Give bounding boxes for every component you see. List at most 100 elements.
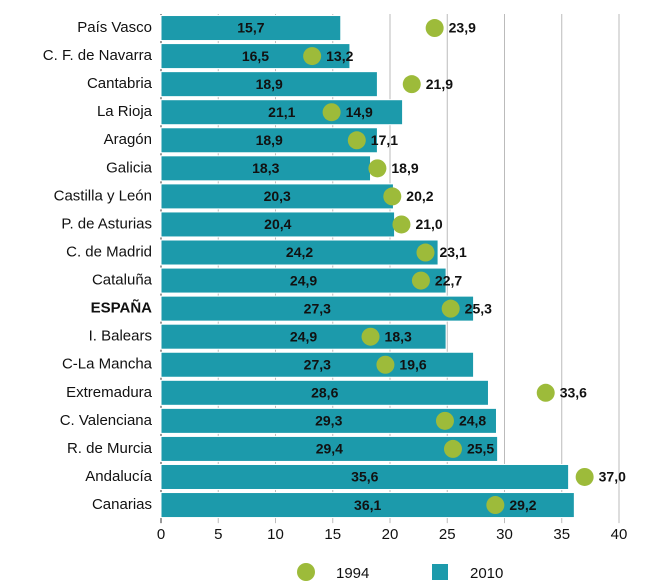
dot bbox=[347, 131, 366, 150]
dot-value-label: 23,1 bbox=[439, 244, 466, 260]
y-tick-label: R. de Murcia bbox=[67, 440, 153, 457]
dot-value-label: 24,8 bbox=[459, 413, 486, 429]
bar-value-label: 18,3 bbox=[252, 160, 279, 176]
dot bbox=[536, 383, 555, 402]
bar bbox=[160, 267, 447, 294]
dot-value-label: 13,2 bbox=[326, 48, 353, 64]
bar-value-label: 24,9 bbox=[290, 272, 317, 288]
dot bbox=[425, 19, 444, 38]
y-tick-label: Andalucía bbox=[85, 468, 152, 485]
dot-value-label: 22,7 bbox=[435, 272, 462, 288]
y-tick-label: P. de Asturias bbox=[61, 215, 152, 232]
x-tick-label: 25 bbox=[439, 526, 456, 543]
y-tick-label: C. Valenciana bbox=[60, 412, 153, 429]
dot bbox=[443, 439, 462, 458]
y-tick-label: ESPAÑA bbox=[91, 299, 153, 317]
y-tick-label: I. Balears bbox=[89, 328, 152, 345]
x-tick-label: 15 bbox=[324, 526, 341, 543]
dot bbox=[303, 47, 322, 66]
dot-value-label: 29,2 bbox=[509, 497, 536, 513]
y-tick-label: C. de Madrid bbox=[66, 243, 152, 260]
bar-value-label: 35,6 bbox=[351, 469, 378, 485]
bar bbox=[160, 295, 475, 322]
legend-label: 2010 bbox=[470, 565, 503, 582]
y-tick-label: Castilla y León bbox=[54, 187, 152, 204]
dot bbox=[416, 243, 435, 262]
bar bbox=[160, 211, 396, 238]
bar-value-label: 36,1 bbox=[354, 497, 381, 513]
legend-marker bbox=[297, 563, 315, 581]
dot bbox=[376, 355, 395, 374]
dot-value-label: 20,2 bbox=[406, 188, 433, 204]
dot-value-label: 23,9 bbox=[449, 20, 476, 36]
x-tick-label: 30 bbox=[496, 526, 513, 543]
bar-value-label: 20,3 bbox=[264, 188, 291, 204]
bar-value-label: 18,9 bbox=[256, 76, 283, 92]
bar bbox=[160, 463, 570, 490]
dot bbox=[435, 411, 454, 430]
y-tick-label: C. F. de Navarra bbox=[43, 47, 153, 64]
bar-value-label: 29,3 bbox=[315, 413, 342, 429]
dot-value-label: 25,5 bbox=[467, 441, 494, 457]
x-tick-label: 40 bbox=[611, 526, 628, 543]
bar bbox=[160, 435, 499, 462]
x-tick-label: 10 bbox=[267, 526, 284, 543]
bar-value-label: 29,4 bbox=[316, 441, 343, 457]
x-tick-label: 0 bbox=[157, 526, 165, 543]
bar-value-label: 16,5 bbox=[242, 48, 269, 64]
dot bbox=[411, 271, 430, 290]
bar bbox=[160, 71, 378, 98]
bar bbox=[160, 15, 342, 42]
dot bbox=[392, 215, 411, 234]
y-tick-label: C-La Mancha bbox=[62, 356, 153, 373]
bar bbox=[160, 239, 439, 266]
y-tick-label: Cantabria bbox=[87, 75, 153, 92]
dot bbox=[361, 327, 380, 346]
bar bbox=[160, 492, 575, 519]
bar-value-label: 21,1 bbox=[268, 104, 295, 120]
bar bbox=[160, 379, 489, 406]
y-tick-label: País Vasco bbox=[77, 19, 152, 36]
y-tick-label: Extremadura bbox=[66, 384, 153, 401]
bar bbox=[160, 351, 475, 378]
dot-value-label: 37,0 bbox=[599, 469, 626, 485]
x-tick-label: 20 bbox=[382, 526, 399, 543]
bar-value-label: 20,4 bbox=[264, 216, 291, 232]
bar-value-label: 24,9 bbox=[290, 328, 317, 344]
y-tick-label: Cataluña bbox=[92, 272, 153, 289]
x-tick-label: 5 bbox=[214, 526, 222, 543]
dot bbox=[322, 103, 341, 122]
dot bbox=[402, 75, 421, 94]
y-tick-label: Galicia bbox=[106, 159, 153, 176]
dot bbox=[575, 467, 594, 486]
dot-value-label: 18,3 bbox=[385, 328, 412, 344]
dot-value-label: 21,0 bbox=[415, 216, 442, 232]
dot-value-label: 18,9 bbox=[391, 160, 418, 176]
dot bbox=[368, 159, 387, 178]
x-tick-label: 35 bbox=[553, 526, 570, 543]
legend-marker bbox=[432, 564, 448, 580]
bar-value-label: 24,2 bbox=[286, 244, 313, 260]
bar-value-label: 15,7 bbox=[237, 20, 264, 36]
legend-label: 1994 bbox=[336, 565, 369, 582]
bar bbox=[160, 127, 378, 154]
bar-value-label: 18,9 bbox=[256, 132, 283, 148]
y-tick-label: Aragón bbox=[104, 131, 152, 148]
y-tick-label: Canarias bbox=[92, 496, 152, 513]
dot-value-label: 17,1 bbox=[371, 132, 398, 148]
bar bbox=[160, 99, 404, 126]
dot bbox=[383, 187, 402, 206]
bar-value-label: 28,6 bbox=[311, 385, 338, 401]
dot-value-label: 19,6 bbox=[399, 356, 426, 372]
dot bbox=[441, 299, 460, 318]
bar bbox=[160, 183, 394, 210]
dot-value-label: 14,9 bbox=[346, 104, 373, 120]
dot-value-label: 25,3 bbox=[465, 300, 492, 316]
dot bbox=[486, 496, 505, 515]
y-tick-label: La Rioja bbox=[97, 103, 153, 120]
dot-value-label: 33,6 bbox=[560, 385, 587, 401]
bar-value-label: 27,3 bbox=[304, 300, 331, 316]
bar bbox=[160, 155, 372, 182]
dot-value-label: 21,9 bbox=[426, 76, 453, 92]
